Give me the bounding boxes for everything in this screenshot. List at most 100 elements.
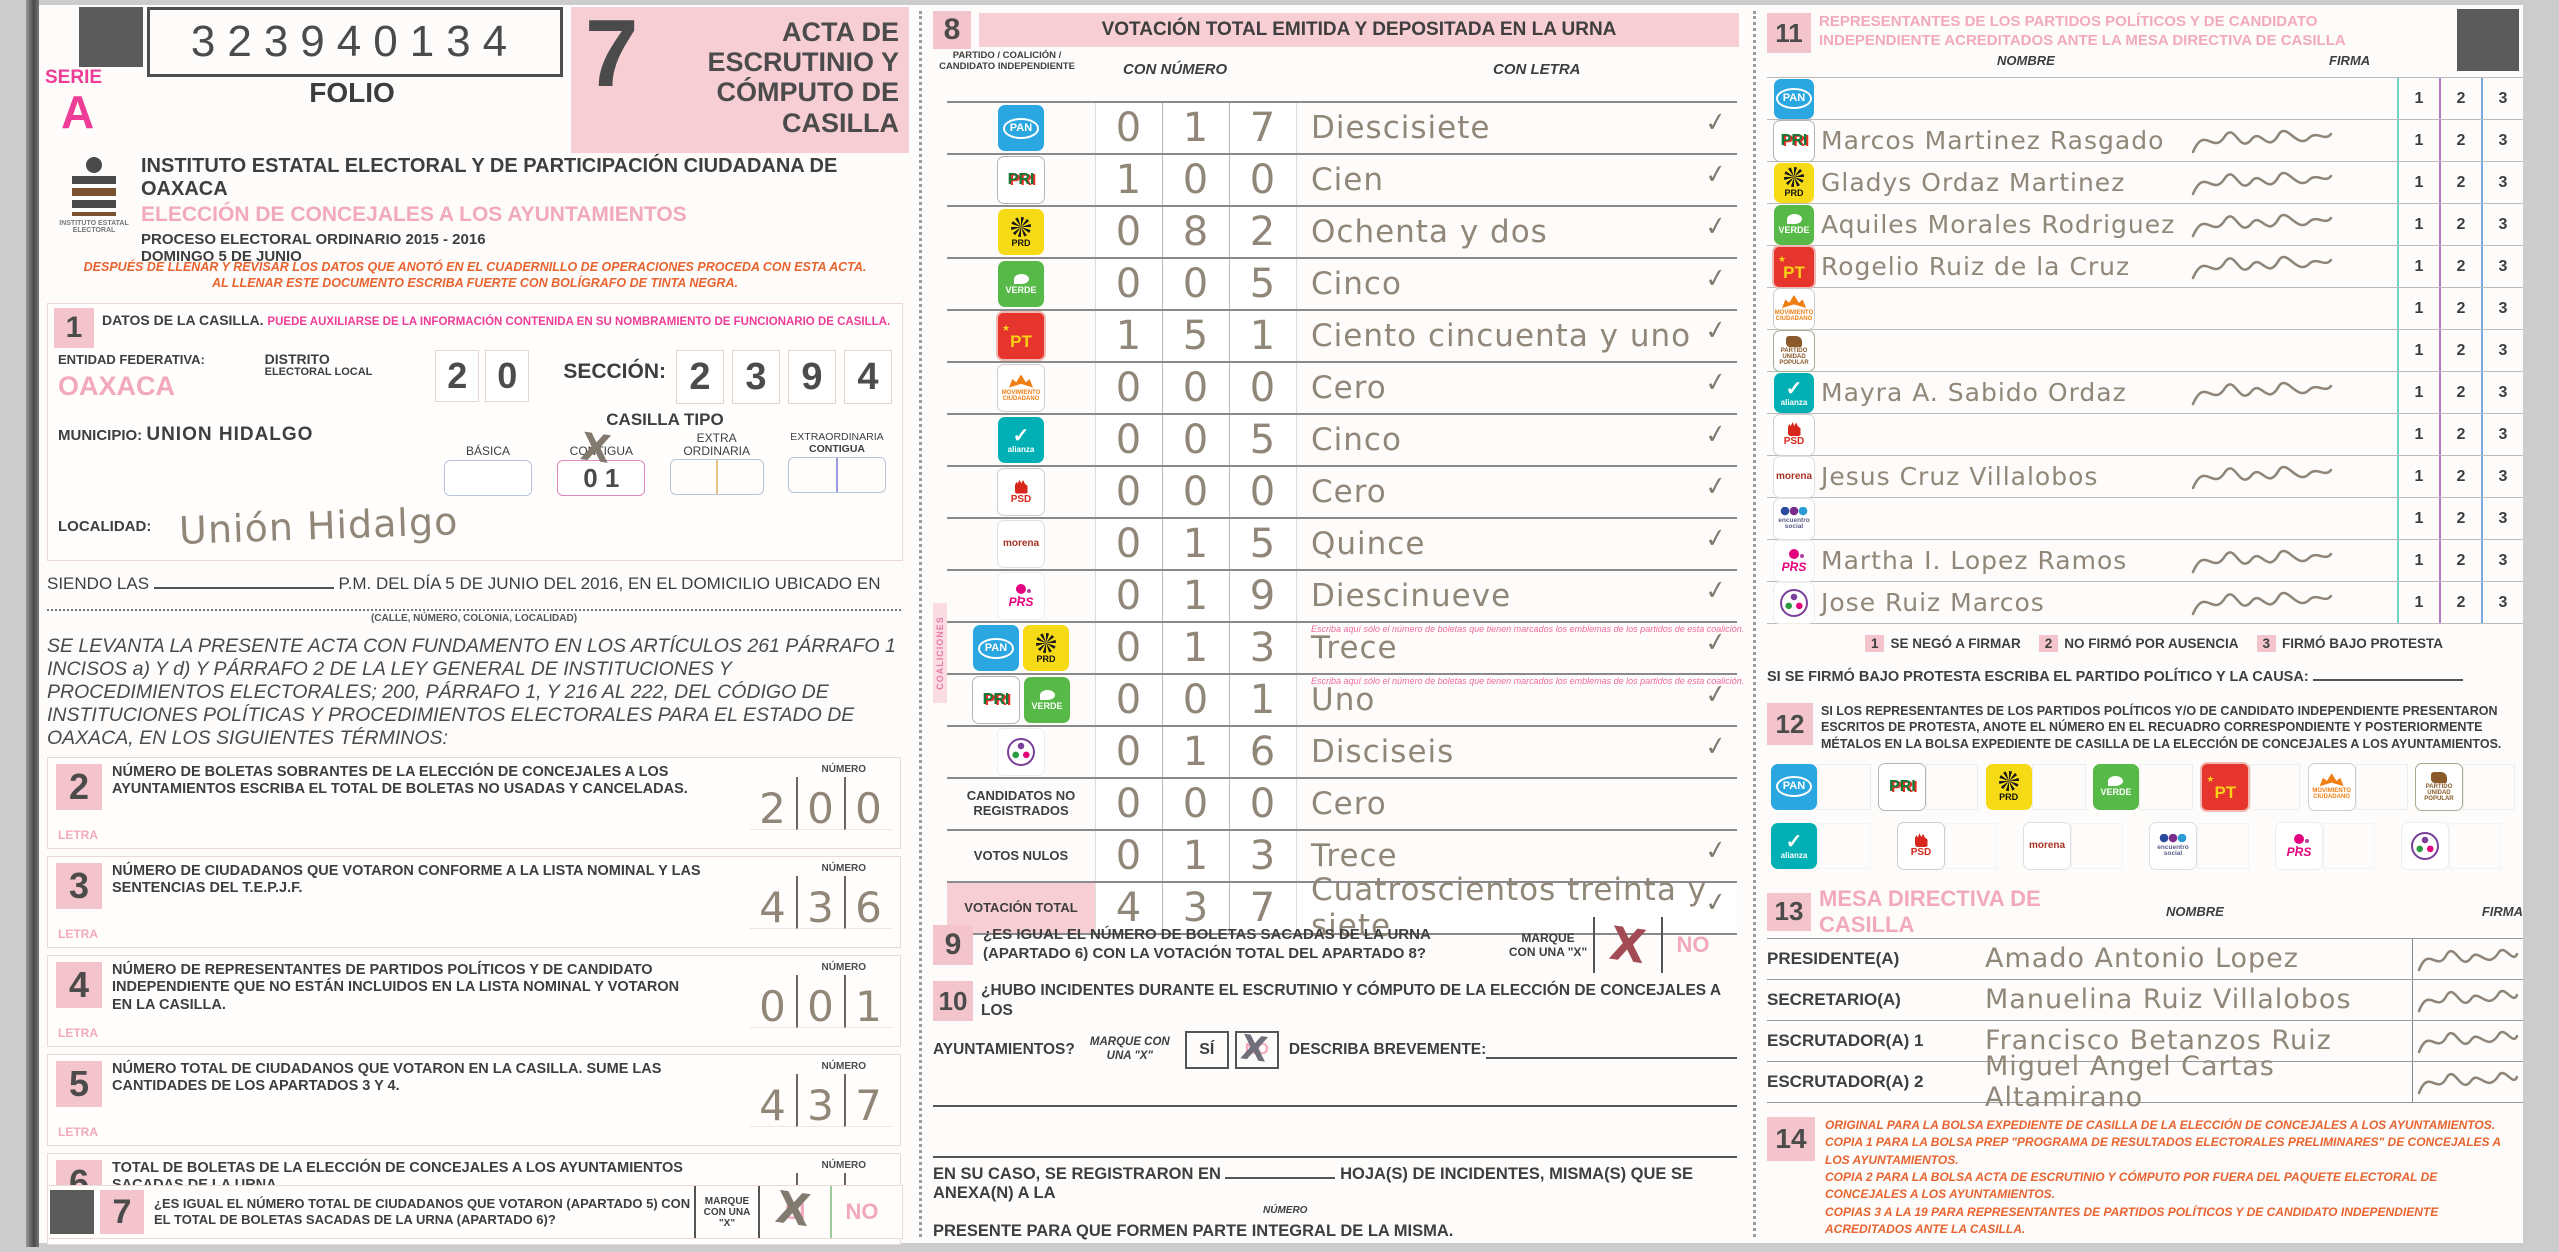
- protest-count-box: [2323, 822, 2375, 869]
- section-7-x-mark: X: [772, 1181, 814, 1238]
- signature-legend: 1 SE NEGÓ A FIRMAR 2 NO FIRMÓ POR AUSENCIA…: [1767, 635, 2523, 652]
- signature-scribble: [2191, 591, 2333, 616]
- rep-nombre-label: NOMBRE: [1997, 53, 2055, 68]
- vote-row-letra: Escriba aquí sólo el número de boletas q…: [1296, 675, 1744, 725]
- vote-row-letra: Cinco ✓: [1296, 415, 1737, 465]
- representative-row: alianza Mayra A. Sabido Ordaz 123: [1767, 372, 2523, 414]
- mesa-row: PRESIDENTE(A) Amado Antonio Lopez: [1767, 938, 2523, 980]
- rep-name-handwriting: Aquiles Morales Rodriguez: [1821, 210, 2176, 239]
- vote-row-digits: 0 0 5: [1095, 415, 1296, 465]
- party-logo: morena: [2023, 821, 2071, 870]
- column-separator-2: [1753, 11, 1756, 1237]
- vote-letra-handwriting: Uno: [1311, 682, 1376, 718]
- section-7-no: NO: [830, 1186, 892, 1238]
- describa-label: DESCRIBA BREVEMENTE:: [1288, 1041, 1487, 1059]
- section-10-marque: MARQUE CON UNA "X": [1089, 1036, 1170, 1063]
- vote-row-digits: 0 0 0: [1095, 467, 1296, 517]
- copy-line: COPIA 1 PARA LA BOLSA PREP "PROGRAMA DE …: [1825, 1135, 2501, 1167]
- party-logo: PT: [2200, 761, 2251, 812]
- folio-box: 323940134: [147, 7, 563, 77]
- mesa-row: SECRETARIO(A) Manuelina Ruiz Villalobos: [1767, 979, 2523, 1021]
- party-logo: PRD: [998, 209, 1044, 255]
- rep-name-handwriting: Mayra A. Sabido Ordaz: [1821, 378, 2127, 407]
- vote-row: VERDE 0 0 5 Cinco ✓: [947, 259, 1737, 311]
- signature-scribble: [2191, 213, 2333, 238]
- party-logo: PRD: [1774, 162, 1814, 203]
- acta-title: ACTA DE ESCRUTINIO Y CÓMPUTO DE CASILLA: [707, 17, 899, 138]
- vote-row-party: MOVIMIENTO CIUDADANO: [947, 363, 1095, 413]
- pencil-check-icon: ✓: [1703, 521, 1729, 555]
- domicilio-line: [47, 609, 901, 611]
- party-logo: PAN: [973, 625, 1019, 671]
- vote-letra-handwriting: Disciseis: [1311, 734, 1455, 770]
- section-9: 9 ¿ES IGUAL EL NÚMERO DE BOLETAS SACADAS…: [933, 916, 1737, 974]
- vote-row: 0 1 6 Disciseis ✓: [947, 727, 1737, 779]
- count-digits: 0 0 1: [712, 975, 892, 1028]
- party-logo: PAN: [1774, 78, 1814, 119]
- vote-row-party: PAN PRD: [947, 623, 1095, 673]
- section-7-marque: MARQUE CON UNA "X": [694, 1186, 758, 1238]
- vote-row-party: PRI VERDE: [947, 675, 1095, 725]
- pencil-check-icon: ✓: [1703, 209, 1729, 243]
- vote-row-party: VOTACIÓN TOTAL: [947, 883, 1095, 933]
- section-10: 10 ¿HUBO INCIDENTES DURANTE EL ESCRUTINI…: [933, 981, 1737, 1163]
- party-logo: PRI: [972, 676, 1020, 724]
- coaliciones-band: COALICIONES: [933, 603, 947, 703]
- registration-mark: [79, 7, 143, 67]
- tipo-extraordinaria-contigua-box: [787, 457, 886, 494]
- incidents-note: EN SU CASO, SE REGISTRARON EN HOJA(S) DE…: [933, 1163, 1737, 1241]
- vote-row-digits: 0 1 6: [1095, 727, 1296, 777]
- count-digits: 4 3 6: [712, 876, 892, 929]
- ieepco-logo: INSTITUTO ESTATAL ELECTORAL: [57, 157, 131, 253]
- protest-count-box: [2355, 763, 2408, 810]
- party-logo: PAN: [1771, 763, 1817, 810]
- rep-party-logo-cell: encuentro social: [1767, 497, 1821, 540]
- letra-label: LETRA: [58, 1125, 98, 1139]
- seccion-digits: 2 3 9 4: [676, 350, 892, 404]
- vote-row-digits: 4 3 7: [1095, 883, 1296, 933]
- vote-row-digits: 0 1 5: [1095, 519, 1296, 569]
- party-logo-2: VERDE: [1024, 677, 1070, 723]
- mesa-signature-cell: [2412, 1020, 2523, 1061]
- vote-row: PAN PRD 0 1 3 Escriba aquí sólo el númer…: [947, 623, 1744, 675]
- institute-block: INSTITUTO ESTATAL ELECTORAL Y DE PARTICI…: [141, 155, 907, 265]
- pencil-check-icon: ✓: [1703, 105, 1729, 139]
- party-logo: MOVIMIENTO CIUDADANO: [2307, 762, 2356, 811]
- incident-line-2: [933, 1112, 1737, 1159]
- mesa-firma-label: FIRMA: [2481, 904, 2523, 920]
- count-section-box: 4 NÚMERO DE REPRESENTANTES DE PARTIDOS P…: [47, 955, 901, 1047]
- section-1-datos-casilla: 1 DATOS DE LA CASILLA. PUEDE AUXILIARSE …: [47, 303, 903, 561]
- vote-letra-handwriting: Diescinueve: [1311, 578, 1512, 614]
- section-12: 12 SI LOS REPRESENTANTES DE LOS PARTIDOS…: [1767, 703, 2523, 752]
- vote-row-party: [947, 727, 1095, 777]
- siendo-line: SIENDO LAS P.M. DEL DÍA 5 DE JUNIO DEL 2…: [47, 571, 880, 594]
- serie-label: SERIE: [45, 67, 103, 88]
- section-13-header: 13 MESA DIRECTIVA DE CASILLA NOMBRE FIRM…: [1767, 886, 2523, 938]
- party-logo: PSD: [1897, 821, 1945, 870]
- pencil-check-icon: ✓: [1703, 625, 1729, 659]
- vote-letra-handwriting: Ciento cincuenta y uno: [1311, 318, 1692, 354]
- letra-label: LETRA: [58, 1026, 98, 1040]
- vote-row-party: PRS: [947, 571, 1095, 621]
- party-logo: alianza: [1771, 822, 1817, 869]
- vote-letra-handwriting: Trece: [1311, 630, 1398, 666]
- vote-row-party: VERDE: [947, 259, 1095, 309]
- protest-count-box: [2250, 763, 2301, 810]
- mesa-row: ESCRUTADOR(A) 1 Francisco Betanzos Ruiz: [1767, 1020, 2523, 1062]
- vote-row: VOTACIÓN TOTAL 4 3 7 Cuatroscientos trei…: [947, 872, 1737, 944]
- rep-party-logo-cell: VERDE: [1767, 204, 1821, 245]
- vote-row-letra: Cuatroscientos treinta y siete ✓: [1296, 872, 1737, 944]
- signature-scribble: [2417, 1071, 2519, 1094]
- vote-row-letra: Cien ✓: [1296, 155, 1737, 205]
- vote-row: alianza 0 0 5 Cinco ✓: [947, 415, 1737, 467]
- section-7-number: 7: [100, 1190, 144, 1234]
